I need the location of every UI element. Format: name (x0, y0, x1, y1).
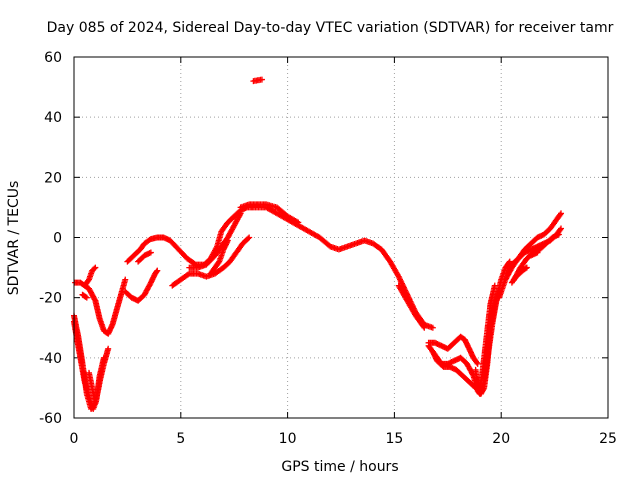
data-point (91, 265, 98, 272)
data-track (474, 285, 503, 397)
data-point (122, 276, 129, 283)
chart-title: Day 085 of 2024, Sidereal Day-to-day VTE… (47, 20, 614, 36)
data-point (557, 211, 564, 218)
data-track (207, 237, 231, 277)
x-tick-label: 10 (279, 431, 297, 447)
data-point (558, 225, 565, 232)
data-point (153, 268, 160, 275)
y-tick-label: 20 (44, 170, 62, 186)
y-axis-label: SDTVAR / TECUs (6, 181, 22, 296)
data-point (92, 264, 99, 271)
data-point (523, 264, 530, 271)
plot-frame (73, 56, 609, 419)
data-point (185, 271, 192, 278)
data-point (105, 345, 112, 352)
data-point (147, 249, 154, 256)
y-tick-label: 0 (53, 231, 62, 247)
x-tick-label: 25 (599, 431, 617, 447)
data-point (421, 324, 428, 331)
data-point (100, 354, 107, 361)
data-track (508, 264, 530, 286)
data-track (169, 234, 253, 289)
data-point (82, 293, 89, 300)
data-point (237, 210, 244, 217)
data-point (522, 265, 529, 272)
y-tick-label: -20 (39, 291, 62, 307)
data-point (83, 294, 90, 301)
data-track (528, 249, 541, 259)
data-layer (71, 76, 565, 412)
data-point (474, 360, 481, 367)
data-point (557, 226, 564, 233)
data-point (555, 231, 562, 238)
data-point (429, 324, 436, 331)
data-point (98, 366, 105, 373)
y-tick-label: -40 (39, 351, 62, 367)
data-track (122, 267, 161, 304)
data-track (135, 249, 154, 265)
data-point (245, 235, 252, 242)
x-tick-label: 0 (70, 431, 79, 447)
label-layer: 0 5 10 15 20 25 -60 -40 -20 0 20 40 60 (39, 50, 617, 447)
data-point (246, 234, 253, 241)
data-point (420, 323, 427, 330)
y-tick-label: -60 (39, 411, 62, 427)
x-tick-label: 15 (385, 431, 403, 447)
data-point (558, 210, 565, 217)
data-point (295, 219, 302, 226)
data-point (473, 359, 480, 366)
data-point (534, 249, 541, 256)
data-track (429, 258, 513, 397)
x-axis-label: GPS time / hours (281, 459, 398, 475)
data-track (395, 282, 428, 331)
data-track (496, 210, 565, 301)
data-track (237, 201, 302, 226)
data-track (250, 76, 265, 85)
data-track (71, 318, 107, 412)
data-point (224, 237, 231, 244)
y-tick-label: 40 (44, 110, 62, 126)
data-track (124, 204, 436, 331)
data-point (154, 267, 161, 274)
x-tick-label: 5 (176, 431, 185, 447)
data-track (425, 333, 481, 367)
x-tick-label: 20 (492, 431, 510, 447)
data-track (81, 276, 129, 337)
data-point (506, 258, 513, 265)
y-tick-label: 60 (44, 50, 62, 66)
data-track (79, 291, 90, 301)
data-point (258, 76, 265, 83)
data-track (86, 366, 105, 406)
data-point (491, 282, 498, 289)
